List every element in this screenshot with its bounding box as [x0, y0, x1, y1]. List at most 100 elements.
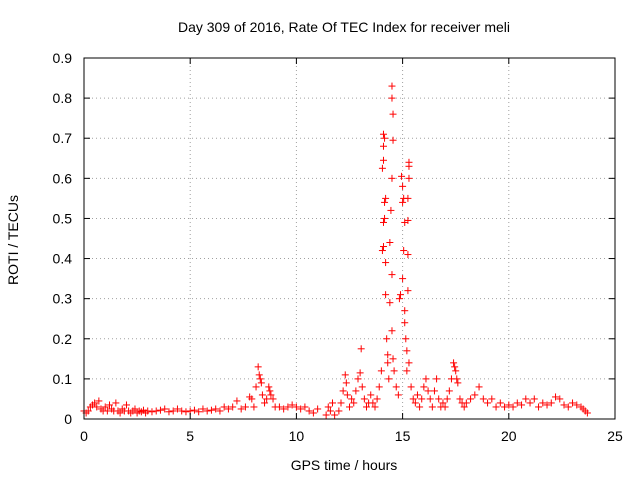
- data-point: [433, 375, 441, 383]
- data-point: [314, 405, 322, 413]
- data-point: [103, 407, 111, 415]
- data-point: [384, 351, 392, 359]
- data-point: [91, 399, 99, 407]
- data-point: [424, 387, 432, 395]
- data-point: [343, 391, 351, 399]
- data-point: [402, 335, 410, 343]
- data-point: [387, 206, 395, 214]
- data-point: [280, 405, 288, 413]
- data-point: [362, 403, 370, 411]
- data-point: [358, 383, 366, 391]
- data-point: [583, 409, 591, 417]
- data-point: [388, 94, 396, 102]
- data-point: [411, 399, 419, 407]
- data-point: [195, 408, 203, 416]
- chart-title: Day 309 of 2016, Rate Of TEC Index for r…: [178, 19, 510, 35]
- data-point: [156, 406, 164, 414]
- data-point: [450, 359, 458, 367]
- data-point: [360, 395, 368, 403]
- data-point: [409, 395, 417, 403]
- y-tick-label: 0.6: [53, 170, 73, 186]
- data-point: [377, 367, 385, 375]
- data-point: [292, 403, 300, 411]
- data-point: [357, 345, 365, 353]
- data-point: [212, 405, 220, 413]
- data-point: [324, 403, 332, 411]
- data-point: [471, 391, 479, 399]
- data-point: [161, 405, 169, 413]
- data-point: [451, 363, 459, 371]
- data-point: [267, 391, 275, 399]
- data-point: [388, 327, 396, 335]
- data-point: [190, 406, 198, 414]
- data-point: [388, 174, 396, 182]
- data-point: [509, 403, 517, 411]
- tick-marks: [83, 57, 616, 420]
- data-point: [435, 395, 443, 403]
- data-point: [148, 408, 156, 416]
- data-point: [501, 403, 509, 411]
- data-point: [379, 130, 387, 138]
- data-point: [367, 391, 375, 399]
- data-point: [337, 399, 345, 407]
- data-point: [116, 409, 124, 417]
- data-point: [203, 407, 211, 415]
- data-point: [322, 411, 330, 419]
- data-point: [401, 319, 409, 327]
- data-point: [426, 395, 434, 403]
- data-point: [418, 395, 426, 403]
- data-point: [371, 403, 379, 411]
- data-point: [331, 411, 339, 419]
- data-point: [131, 405, 139, 413]
- data-point: [405, 359, 413, 367]
- x-tick-label: 5: [186, 428, 194, 444]
- data-point: [381, 134, 389, 142]
- data-point: [453, 375, 461, 383]
- data-point: [518, 401, 526, 409]
- data-point: [420, 383, 428, 391]
- data-point: [229, 403, 237, 411]
- data-point: [207, 406, 215, 414]
- data-point: [326, 407, 334, 415]
- data-point: [341, 371, 349, 379]
- data-point: [275, 403, 283, 411]
- data-point: [335, 407, 343, 415]
- data-point: [356, 369, 364, 377]
- data-point: [101, 403, 109, 411]
- data-point: [382, 194, 390, 202]
- y-tick-label: 0: [64, 411, 72, 427]
- data-point: [475, 383, 483, 391]
- x-axis-label: GPS time / hours: [291, 457, 398, 473]
- data-point: [401, 307, 409, 315]
- data-point: [467, 395, 475, 403]
- data-point: [105, 401, 113, 409]
- data-point: [405, 174, 413, 182]
- y-tick-label: 0.2: [53, 331, 73, 347]
- y-tick-label: 0.9: [53, 50, 73, 66]
- y-tick-labels: 0 0.1 0.2 0.3 0.4 0.5 0.6 0.7 0.8 0.9: [53, 50, 73, 427]
- data-point: [404, 216, 412, 224]
- data-point: [224, 405, 232, 413]
- data-point: [375, 383, 383, 391]
- data-point: [416, 403, 424, 411]
- data-point: [354, 375, 362, 383]
- data-point: [452, 367, 460, 375]
- data-point: [556, 395, 564, 403]
- data-point: [216, 407, 224, 415]
- data-point: [254, 363, 262, 371]
- data-point: [173, 405, 181, 413]
- data-point: [263, 395, 271, 403]
- data-point: [385, 375, 393, 383]
- data-point: [445, 387, 453, 395]
- data-point: [342, 379, 350, 387]
- data-point: [441, 403, 449, 411]
- data-point: [305, 407, 313, 415]
- data-point: [530, 395, 538, 403]
- data-point: [403, 367, 411, 375]
- data-point: [112, 399, 120, 407]
- data-point: [199, 405, 207, 413]
- data-point: [266, 387, 274, 395]
- data-point: [379, 218, 387, 226]
- data-point: [394, 391, 402, 399]
- data-point: [403, 347, 411, 355]
